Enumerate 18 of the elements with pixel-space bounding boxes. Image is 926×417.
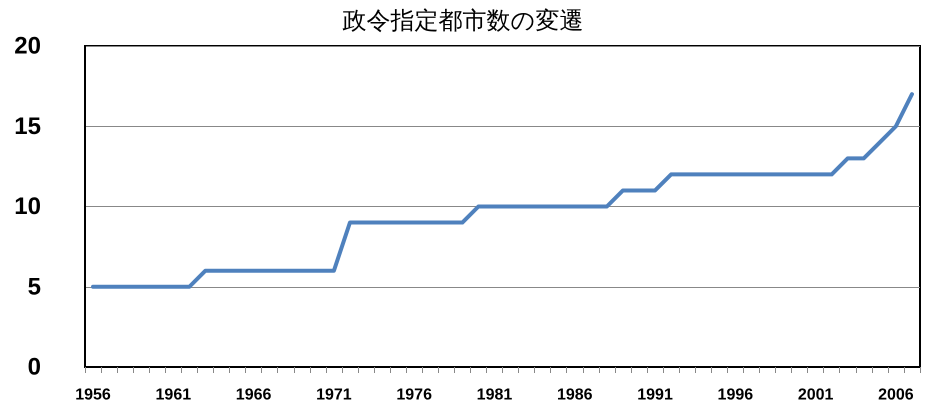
x-tick-label: 1986 bbox=[556, 386, 593, 404]
x-tick-label: 1991 bbox=[637, 386, 673, 404]
x-tick-label: 1971 bbox=[316, 386, 352, 404]
x-tick-label: 1996 bbox=[718, 386, 754, 404]
x-tick-label: 1981 bbox=[476, 386, 512, 404]
x-tick-label: 1966 bbox=[236, 386, 272, 404]
x-tick-label: 2001 bbox=[798, 386, 834, 404]
x-tick-label: 2006 bbox=[878, 386, 914, 404]
y-tick-label: 10 bbox=[14, 193, 41, 220]
y-tick-label: 20 bbox=[14, 32, 41, 60]
line-series bbox=[91, 92, 914, 289]
x-tick-label: 1961 bbox=[156, 386, 192, 404]
x-tick-label: 1956 bbox=[75, 386, 111, 404]
y-tick-label: 5 bbox=[28, 273, 41, 300]
x-tick-label: 1976 bbox=[396, 386, 432, 404]
y-tick-label: 15 bbox=[14, 112, 41, 140]
y-tick-label: 0 bbox=[28, 354, 41, 380]
chart-title: 政令指定都市数の変遷 bbox=[342, 8, 584, 34]
